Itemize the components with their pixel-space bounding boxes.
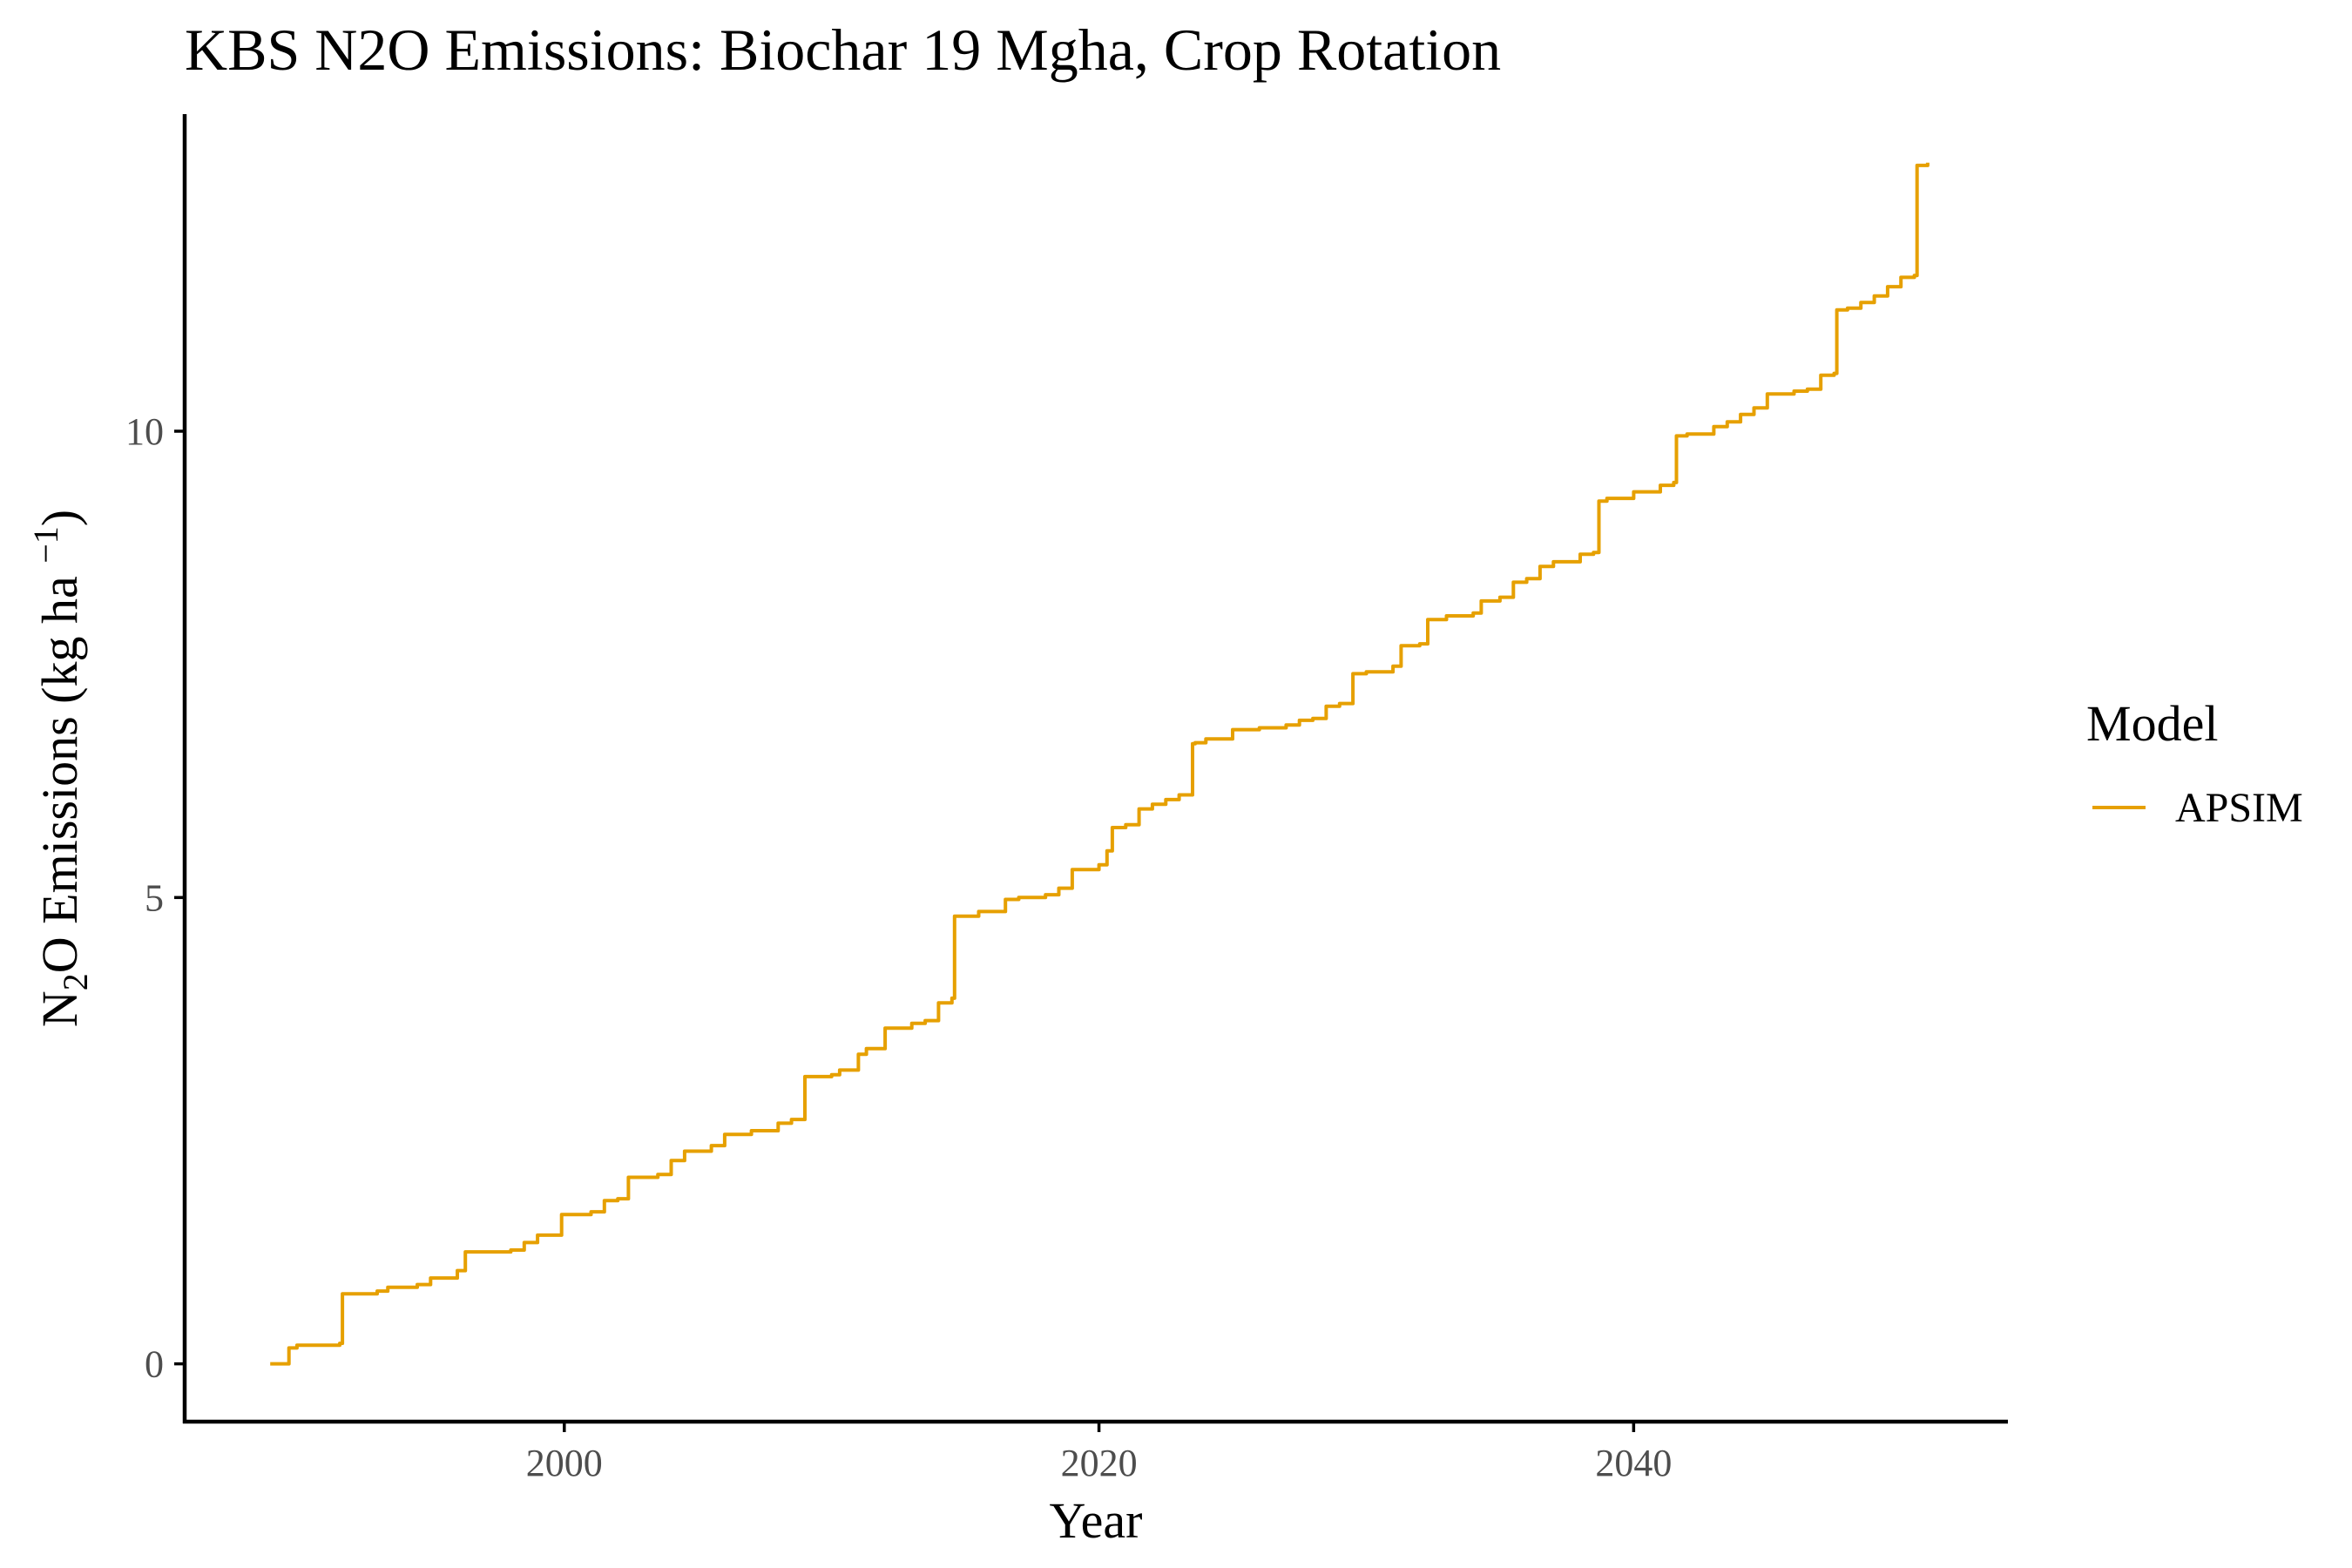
chart-title: KBS N2O Emissions: Biochar 19 Mgha, Crop…	[185, 17, 1501, 83]
y-axis-label: N2O Emissions (kg ha −1)	[26, 510, 95, 1027]
legend-title: Model	[2086, 695, 2218, 752]
legend: Model APSIM	[2086, 695, 2303, 831]
x-tick-label: 2040	[1595, 1442, 1672, 1484]
legend-label-apsim: APSIM	[2175, 785, 2303, 831]
plot-area: 0 5 10 2000 2020 2040	[125, 114, 2008, 1484]
x-axis-label: Year	[1050, 1492, 1143, 1549]
y-tick-label: 0	[145, 1343, 164, 1386]
x-tick-label: 2000	[526, 1442, 603, 1484]
y-tick-label: 5	[145, 876, 164, 919]
y-tick-label: 10	[125, 410, 164, 453]
x-tick-label: 2020	[1061, 1442, 1138, 1484]
series-line-apsim	[270, 162, 1930, 1366]
